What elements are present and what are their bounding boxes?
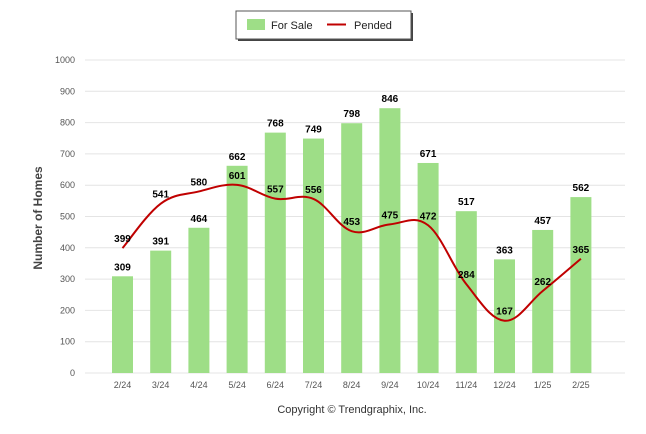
for-sale-data-labels: 309 391 464 662 768 749 798 846 671 517 363 457 562: [114, 94, 590, 273]
y-tick-label: 400: [60, 243, 75, 253]
bar-value-label: 749: [305, 125, 322, 136]
bar-value-label: 363: [496, 245, 513, 256]
bar-for-sale: [226, 165, 248, 373]
y-tick-label: 200: [60, 305, 75, 315]
bar-value-label: 846: [382, 94, 399, 105]
bar-for-sale: [341, 123, 363, 373]
x-tick-label: 10/24: [417, 380, 440, 390]
bar-value-label: 768: [267, 119, 284, 130]
bar-value-label: 662: [229, 152, 246, 163]
x-tick-label: 6/24: [267, 380, 285, 390]
y-tick-label: 900: [60, 86, 75, 96]
bar-for-sale: [532, 229, 554, 373]
line-value-label: 580: [191, 177, 208, 188]
bar-for-sale: [570, 197, 592, 373]
legend-label-for-sale: For Sale: [271, 20, 313, 32]
bar-value-label: 517: [458, 197, 475, 208]
bar-for-sale: [417, 162, 439, 373]
bar-for-sale: [494, 259, 515, 373]
y-tick-label: 1000: [55, 55, 75, 65]
y-axis-title: Number of Homes: [31, 166, 45, 270]
line-value-label: 167: [496, 307, 513, 318]
legend-label-pended: Pended: [354, 20, 392, 32]
bar-for-sale: [264, 132, 286, 373]
line-value-label: 399: [114, 234, 131, 245]
pended-data-labels: 399 541 580 601 557 556 453 475 472 284 167 262 365: [114, 171, 590, 318]
line-value-label: 262: [534, 277, 551, 288]
bar-for-sale: [150, 250, 172, 373]
x-axis-ticks: 2/24 3/24 4/24 5/24 6/24 7/24 8/24 9/24 10/24 11/…: [114, 380, 590, 390]
x-tick-label: 4/24: [190, 380, 208, 390]
y-tick-label: 600: [60, 180, 75, 190]
bar-value-label: 671: [420, 149, 437, 160]
line-value-label: 557: [267, 185, 284, 196]
line-value-label: 284: [458, 270, 475, 281]
line-value-label: 453: [343, 217, 360, 228]
pended-line: [121, 183, 582, 322]
bar-for-sale: [112, 276, 133, 373]
y-axis-ticks: 0 100 200 300 400 500 600 700 800 900 1000: [55, 55, 75, 378]
bar-value-label: 457: [534, 216, 551, 227]
legend: For Sale Pended: [235, 10, 413, 41]
line-value-label: 475: [382, 210, 399, 221]
line-value-label: 541: [152, 190, 169, 201]
bar-value-label: 562: [573, 183, 590, 194]
legend-swatch-for-sale: [247, 19, 265, 30]
bar-for-sale: [303, 138, 324, 373]
bar-value-label: 464: [191, 214, 208, 225]
line-value-label: 365: [573, 245, 590, 256]
bar-for-sale: [379, 108, 401, 374]
y-tick-label: 100: [60, 337, 75, 347]
bar-value-label: 391: [152, 237, 169, 248]
bar-for-sale: [188, 227, 210, 373]
bar-value-label: 309: [114, 262, 131, 273]
bar-value-label: 798: [343, 109, 360, 120]
y-tick-label: 0: [70, 368, 75, 378]
legend-box: [235, 10, 412, 40]
x-tick-label: 7/24: [305, 380, 323, 390]
y-tick-label: 300: [60, 274, 75, 284]
for-sale-bars: [112, 108, 592, 374]
copyright-text: Copyright © Trendgraphix, Inc.: [277, 404, 426, 416]
line-value-label: 472: [420, 211, 437, 222]
line-value-label: 601: [229, 171, 246, 182]
y-tick-label: 500: [60, 212, 75, 222]
x-tick-label: 11/24: [455, 380, 477, 390]
x-tick-label: 2/25: [572, 380, 590, 390]
x-tick-label: 9/24: [381, 380, 399, 390]
y-tick-label: 700: [60, 149, 75, 159]
x-tick-label: 8/24: [343, 380, 361, 390]
x-tick-label: 2/24: [114, 380, 132, 390]
x-tick-label: 3/24: [152, 380, 170, 390]
x-tick-label: 12/24: [493, 380, 516, 390]
line-value-label: 556: [305, 185, 322, 196]
bar-for-sale: [455, 211, 477, 373]
x-tick-label: 5/24: [228, 380, 246, 390]
x-tick-label: 1/25: [534, 380, 552, 390]
y-tick-label: 800: [60, 118, 75, 128]
